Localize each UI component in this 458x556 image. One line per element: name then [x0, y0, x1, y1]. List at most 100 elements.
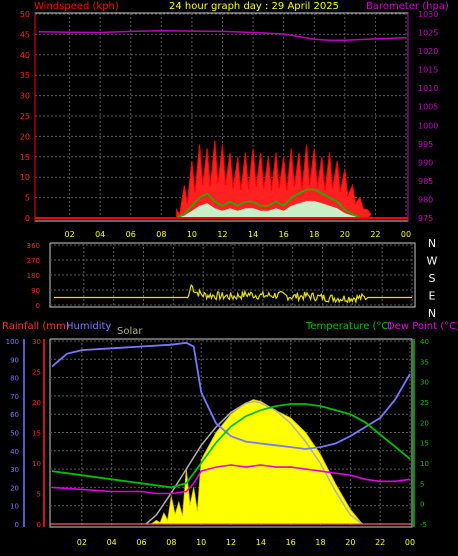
temperature-tick-label: 0: [420, 501, 424, 509]
direction-tick-label: 360: [27, 242, 40, 250]
windspeed-tick-label: 40: [20, 51, 30, 60]
wind-x-tick-label: 22: [370, 230, 380, 239]
temp-x-tick-label: 16: [286, 538, 296, 547]
humidity-line: [51, 341, 411, 450]
temperature-tick-label: 25: [420, 399, 429, 407]
humidity-tick-label: 60: [10, 411, 19, 419]
windspeed-tick-label: 30: [20, 92, 30, 101]
wind-x-tick-label: 10: [187, 230, 197, 239]
temperature-tick-label: 5: [420, 480, 424, 488]
humidity-tick-label: 0: [15, 521, 19, 529]
barometer-tick-label: 1010: [418, 84, 438, 93]
temperature-tick-label: 15: [420, 440, 429, 448]
temperature-tick-label: 40: [420, 338, 429, 346]
barometer-tick-label: 1025: [418, 29, 438, 38]
wind-x-tick-label: 20: [340, 230, 350, 239]
humidity-tick-label: 80: [10, 375, 19, 383]
wind-x-tick-label: 18: [309, 230, 319, 239]
rainfall-tick-label: 0: [37, 521, 41, 529]
humidity-tick-label: 20: [10, 484, 19, 492]
humidity-tick-label: 10: [10, 503, 19, 511]
temperature-axis-label: Temperature (°C): [305, 321, 392, 332]
temp-x-tick-label: 12: [226, 538, 236, 547]
windspeed-axis-label: Windspeed (kph): [34, 1, 119, 12]
wind-gust-area: [176, 140, 372, 219]
temperature-tick-label: -5: [420, 521, 427, 529]
windspeed-tick-label: 50: [20, 10, 30, 19]
theoretical-solar-line: [145, 400, 363, 525]
solar-area: [146, 399, 364, 525]
rainfall-tick-label: 25: [32, 369, 41, 377]
humidity-tick-label: 70: [10, 393, 19, 401]
dewpoint-axis-label: Dew Point (°C): [387, 321, 458, 332]
barometer-tick-label: 1005: [418, 103, 438, 112]
windspeed-tick-label: 0: [25, 214, 30, 223]
wind-x-tick-label: 06: [126, 230, 136, 239]
humidity-tick-label: 30: [10, 466, 19, 474]
temperature-tick-label: 20: [420, 419, 429, 427]
barometer-tick-label: 1015: [418, 66, 438, 75]
direction-tick-label: 90: [31, 287, 40, 295]
compass-label: E: [429, 290, 436, 303]
rainfall-tick-label: 20: [32, 399, 41, 407]
temp-x-tick-label: 08: [166, 538, 176, 547]
wind-x-tick-label: 04: [95, 230, 105, 239]
dewpoint-line: [51, 464, 411, 495]
rainfall-tick-label: 10: [32, 460, 41, 468]
wind-x-tick-label: 02: [64, 230, 74, 239]
temp-x-tick-label: 00: [405, 538, 415, 547]
rainfall-tick-label: 30: [32, 338, 41, 346]
barometer-tick-label: 980: [418, 195, 433, 204]
windspeed-tick-label: 15: [20, 153, 30, 162]
barometer-tick-label: 1030: [418, 10, 438, 19]
wind-x-tick-label: 12: [217, 230, 227, 239]
windspeed-tick-label: 45: [20, 30, 30, 39]
temp-x-tick-label: 20: [345, 538, 355, 547]
average-wind-line: [176, 188, 361, 219]
wind-x-tick-label: 00: [401, 230, 411, 239]
barometer-tick-label: 995: [418, 140, 433, 149]
humidity-tick-label: 50: [10, 430, 19, 438]
compass-label: N: [428, 307, 436, 320]
barometer-line: [38, 29, 407, 42]
direction-tick-label: 180: [27, 272, 40, 280]
barometer-tick-label: 990: [418, 158, 433, 167]
average-wind-area: [176, 200, 361, 218]
humidity-tick-label: 100: [6, 338, 19, 346]
temperature-tick-label: 35: [420, 358, 429, 366]
wind-direction-line: [54, 283, 412, 305]
chart-title: 24 hour graph day : 29 April 2025: [169, 1, 339, 12]
compass-label: S: [429, 272, 436, 285]
direction-tick-label: 0: [36, 302, 40, 310]
temp-x-tick-label: 14: [256, 538, 266, 547]
temp-x-tick-label: 02: [77, 538, 87, 547]
windspeed-tick-label: 10: [20, 173, 30, 182]
barometer-tick-label: 985: [418, 177, 433, 186]
wind-x-tick-label: 16: [279, 230, 289, 239]
barometer-tick-label: 1020: [418, 47, 438, 56]
temp-x-tick-label: 18: [315, 538, 325, 547]
humidity-axis-label: Humidity: [66, 321, 111, 332]
barometer-axis-label: Barometer (hpa): [366, 1, 449, 12]
wind-x-tick-label: 14: [248, 230, 258, 239]
temp-x-tick-label: 06: [136, 538, 146, 547]
solar-axis-label: Solar: [117, 326, 143, 337]
wind-x-tick-label: 08: [156, 230, 166, 239]
humidity-tick-label: 90: [10, 356, 19, 364]
barometer-tick-label: 1000: [418, 121, 438, 130]
temperature-line: [51, 403, 411, 489]
windspeed-tick-label: 25: [20, 112, 30, 121]
windspeed-tick-label: 20: [20, 132, 30, 141]
temperature-tick-label: 30: [420, 379, 429, 387]
temp-x-tick-label: 10: [196, 538, 206, 547]
compass-label: N: [428, 237, 436, 250]
rainfall-tick-label: 5: [37, 491, 41, 499]
rainfall-tick-label: 15: [32, 430, 41, 438]
rainfall-axis-label: Rainfall (mm): [2, 321, 70, 332]
temp-x-tick-label: 22: [375, 538, 385, 547]
compass-label: W: [427, 255, 438, 268]
barometer-tick-label: 975: [418, 214, 433, 223]
temperature-tick-label: 10: [420, 460, 429, 468]
